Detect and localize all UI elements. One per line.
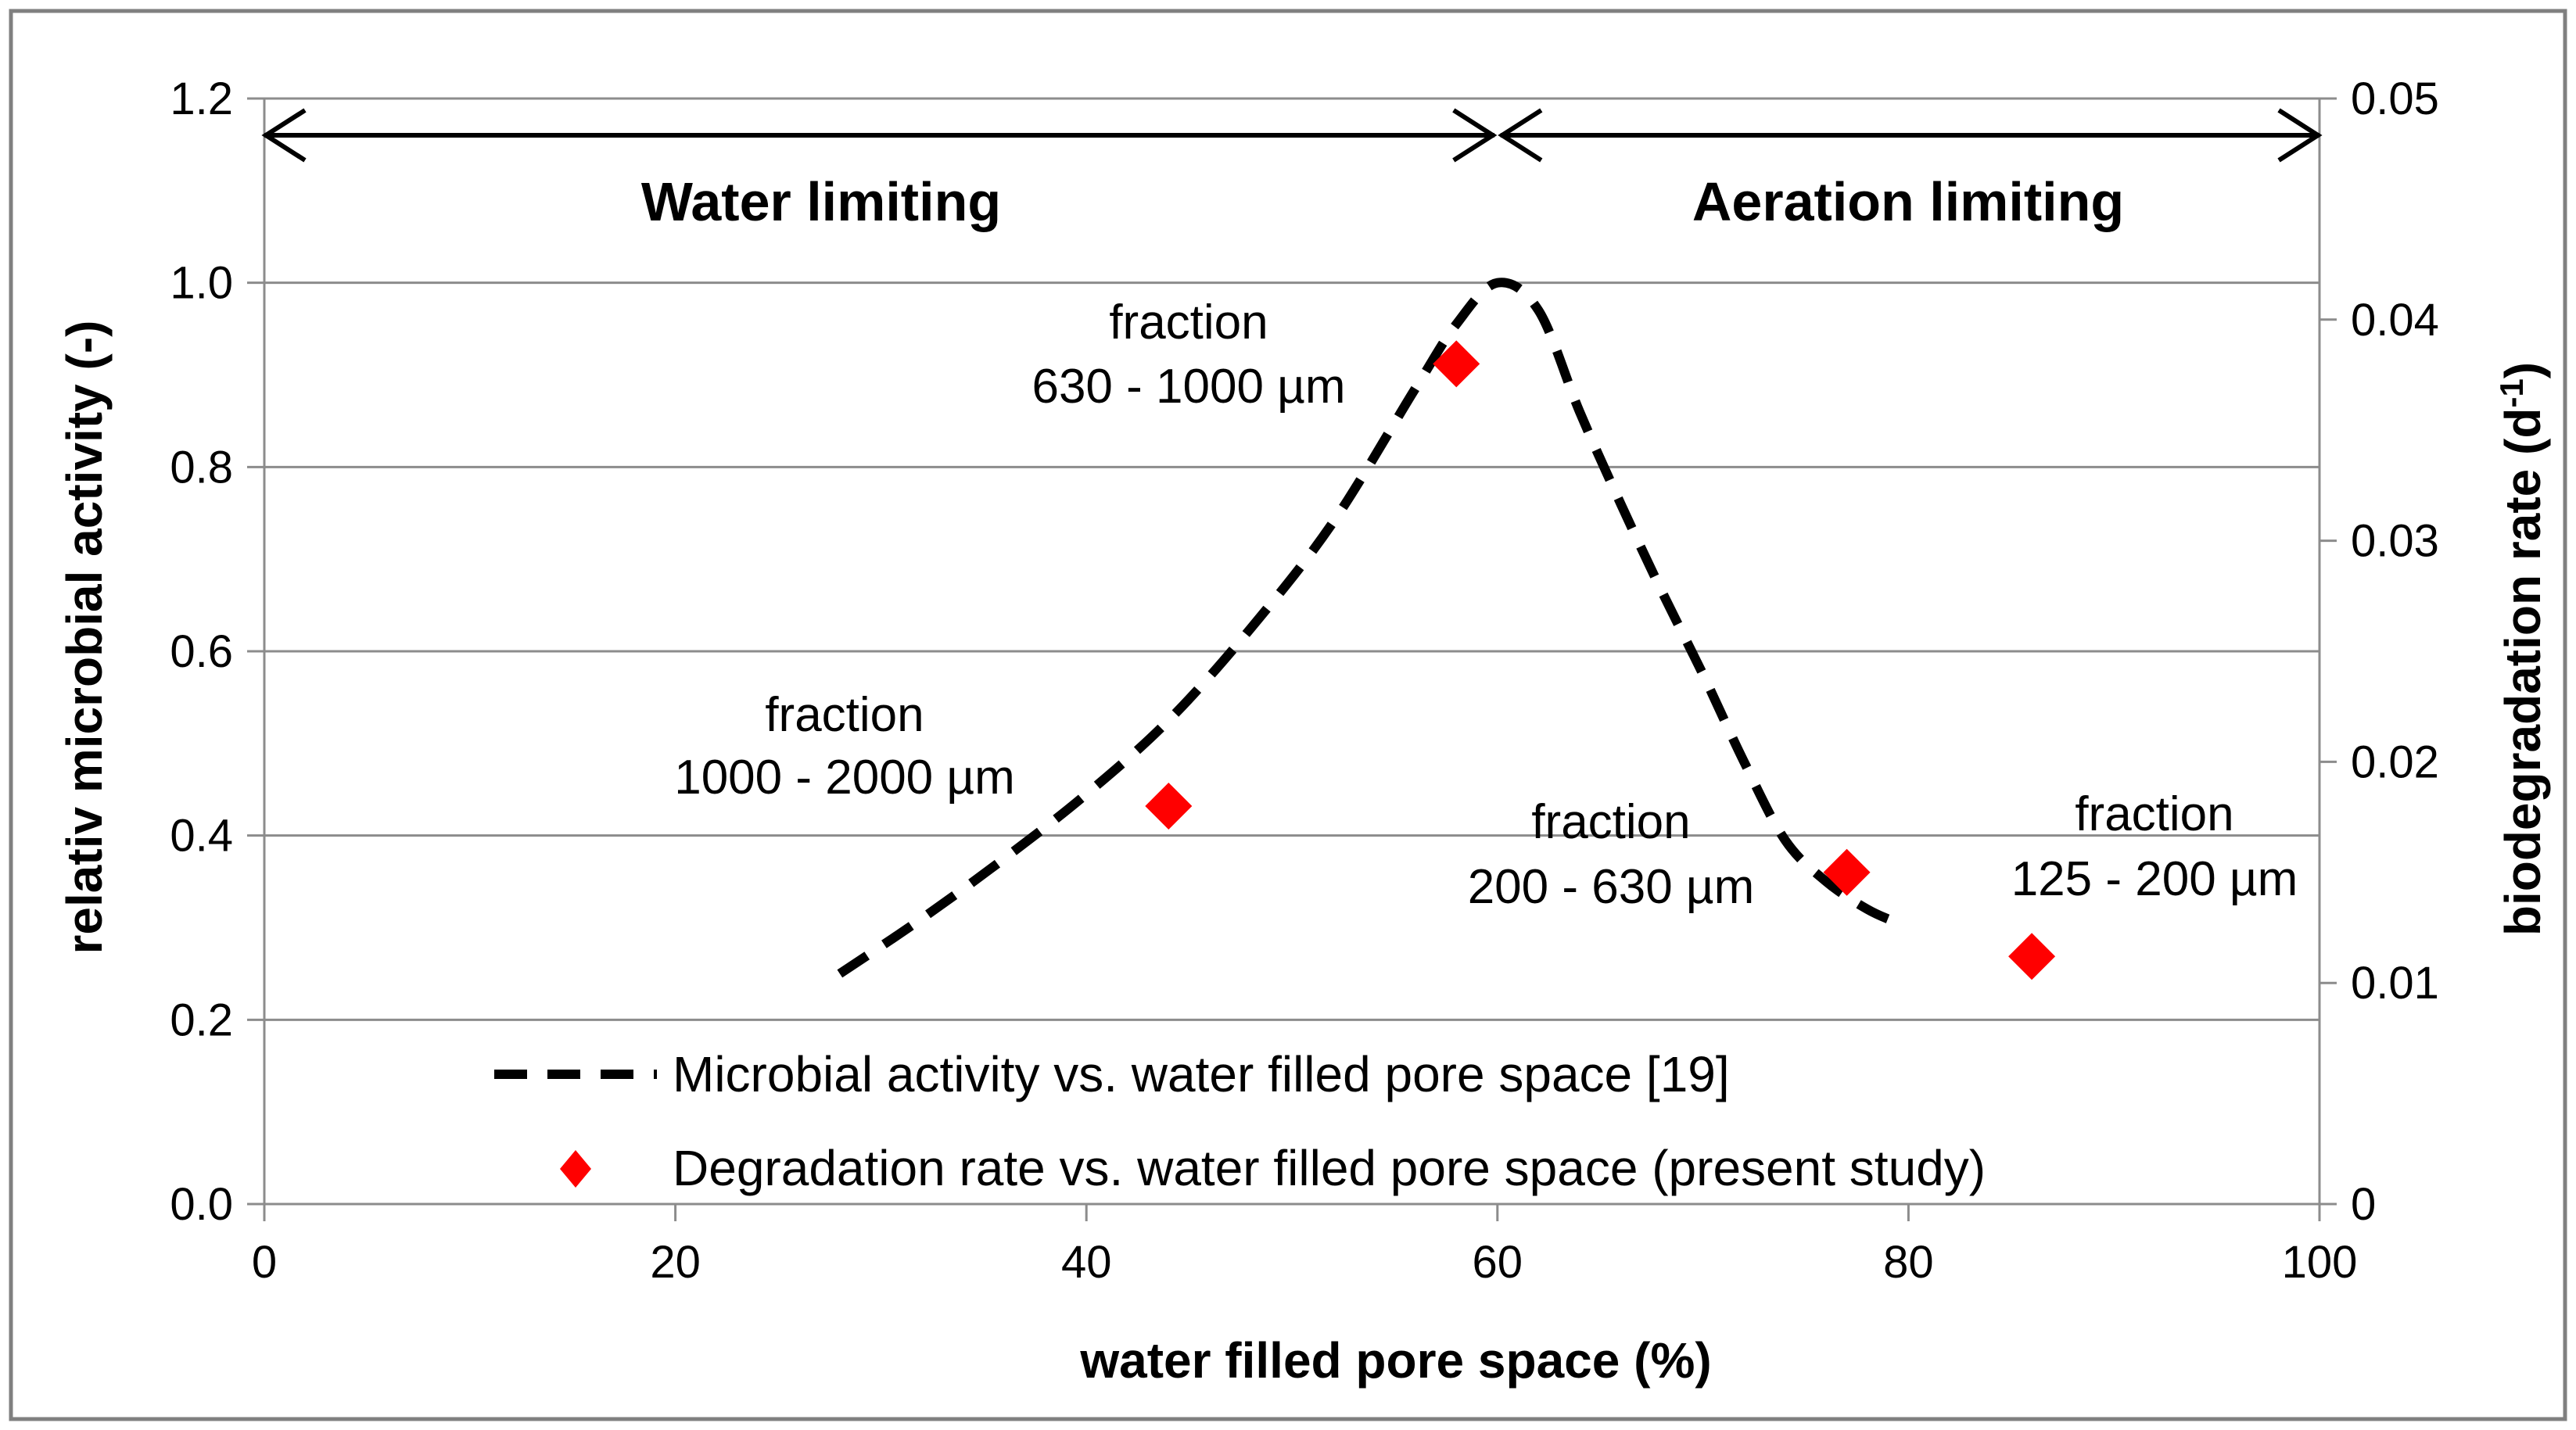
- y-tick-label: 0.2: [170, 995, 233, 1045]
- data-point-diamond: [1145, 782, 1193, 830]
- legend-label-degradation-rate: Degradation rate vs. water filled pore s…: [673, 1140, 1986, 1196]
- annotation-630-1000-line2: 630 - 1000 µm: [1031, 360, 1345, 414]
- data-point-diamond: [1823, 848, 1871, 896]
- x-tick-label: 100: [2282, 1237, 2358, 1288]
- legend-diamond-swatch: [560, 1150, 591, 1188]
- water-limiting-label: Water limiting: [641, 171, 1001, 232]
- grid: [264, 97, 2319, 1021]
- annotation-630-1000-line1: fraction: [1109, 296, 1268, 349]
- x-tick-label: 80: [1883, 1237, 1934, 1288]
- aeration-limiting-arrow-head-left: [1498, 108, 1543, 163]
- annotation-200-630-line1: fraction: [1531, 795, 1690, 849]
- x-axis-title: water filled pore space (%): [1079, 1332, 1711, 1389]
- annotation-125-200-line2: 125 - 200 µm: [2011, 852, 2298, 906]
- y2-tick-label: 0.04: [2351, 295, 2439, 346]
- y-tick-label: 0.8: [170, 442, 233, 493]
- aeration-limiting-label: Aeration limiting: [1692, 171, 2124, 232]
- y2-tick-label: 0: [2351, 1179, 2376, 1230]
- y2-axis-title-sup: -1: [2493, 378, 2530, 407]
- y2-tick-label: 0.03: [2351, 516, 2439, 567]
- y2-tick-label: 0.02: [2351, 737, 2439, 787]
- data-point-diamond: [2008, 933, 2056, 980]
- y2-axis-title-close: ): [2495, 362, 2551, 378]
- tick-labels: 0.0 0.2 0.4 0.6 0.8 1.0 1.2 0 0.01 0.02 0.03 0.04 0.…: [170, 73, 2439, 1288]
- y-tick-label: 1.0: [170, 258, 233, 309]
- water-limiting-arrow-head-left: [261, 108, 307, 163]
- x-tick-label: 60: [1473, 1237, 1523, 1288]
- data-point-diamond: [1433, 340, 1480, 388]
- legend-label-microbial-activity: Microbial activity vs. water filled pore…: [673, 1046, 1730, 1102]
- y2-tick-label: 0.01: [2351, 958, 2439, 1009]
- y-tick-label: 0.4: [170, 811, 233, 862]
- aeration-limiting-arrow-head-right: [2277, 108, 2323, 163]
- series-degradation-rate-markers: [1145, 340, 2056, 980]
- y-tick-label: 1.2: [170, 73, 233, 124]
- annotation-1000-2000-line1: fraction: [765, 688, 924, 742]
- water-limiting-arrow-head-right: [1452, 108, 1498, 163]
- y-tick-label: 0.6: [170, 626, 233, 677]
- y2-axis-title-main: biodegradation rate (d: [2495, 408, 2551, 937]
- x-tick-label: 0: [252, 1237, 277, 1288]
- y2-axis-title: biodegradation rate (d-1): [2493, 362, 2551, 936]
- axes: [247, 97, 2337, 1221]
- annotation-200-630-line2: 200 - 630 µm: [1468, 860, 1755, 914]
- annotation-1000-2000-line2: 1000 - 2000 µm: [674, 751, 1015, 805]
- x-tick-label: 20: [650, 1237, 701, 1288]
- chart-border: [9, 9, 2567, 1421]
- y-axis-title: relativ microbial activity (-): [56, 321, 113, 955]
- series-microbial-activity-line: [837, 278, 1900, 978]
- x-tick-label: 40: [1061, 1237, 1112, 1288]
- y-tick-label: 0.0: [170, 1179, 233, 1230]
- annotation-125-200-line1: fraction: [2075, 787, 2233, 841]
- region-arrows: [261, 108, 2323, 163]
- y2-tick-label: 0.05: [2351, 73, 2439, 124]
